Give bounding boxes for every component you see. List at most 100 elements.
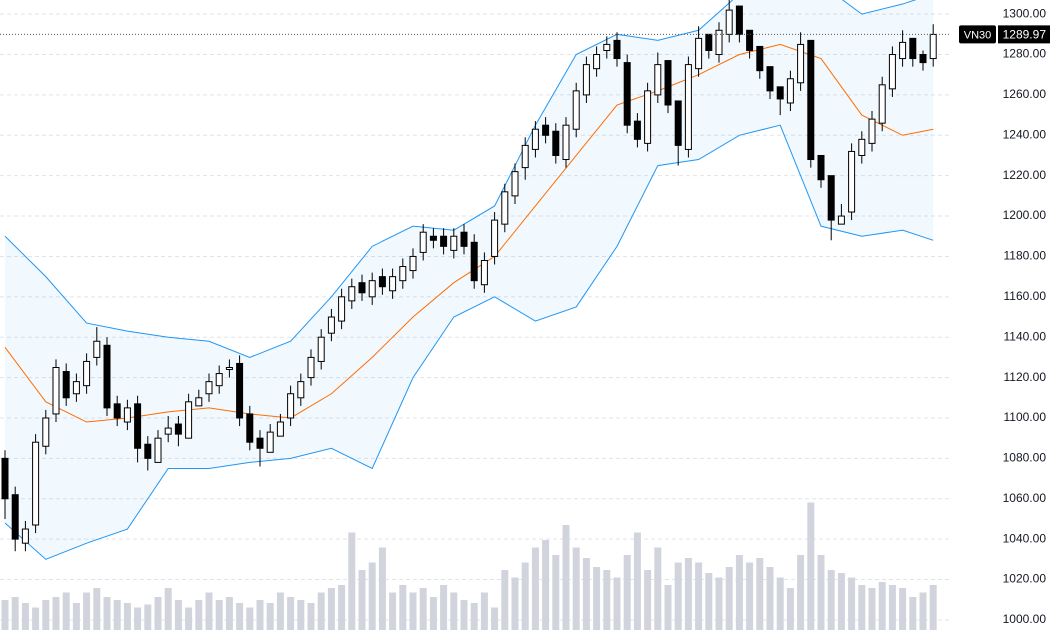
candle-body <box>378 276 386 288</box>
candle-body <box>837 215 845 225</box>
volume-bar <box>11 597 19 630</box>
volume-bar <box>674 562 682 630</box>
candle-body <box>827 175 835 221</box>
candle-body <box>276 421 284 437</box>
candle-body <box>735 5 743 35</box>
candle-body <box>582 64 590 96</box>
candle-body <box>164 427 172 435</box>
candle-body <box>480 259 488 286</box>
candle-body <box>358 282 366 294</box>
candle-body <box>225 367 233 371</box>
volume-bar <box>715 577 723 630</box>
candle-body <box>603 43 611 51</box>
volume-bar <box>705 573 713 630</box>
volume-bar <box>531 547 539 630</box>
volume-bar <box>817 555 825 630</box>
candle-body <box>521 144 529 169</box>
volume-bar <box>450 592 458 630</box>
candle-body <box>368 280 376 298</box>
volume-bar <box>664 585 672 630</box>
candle-body <box>185 401 193 439</box>
volume-bar <box>786 588 794 630</box>
candle-body <box>776 86 784 100</box>
candle-body <box>491 219 499 257</box>
volume-bar <box>93 588 101 630</box>
volume-bar <box>888 585 896 630</box>
candle-body <box>348 286 356 302</box>
candle-body <box>919 54 927 64</box>
candle-body <box>644 90 652 144</box>
volume-bar <box>287 597 295 630</box>
candle-body <box>797 43 805 84</box>
volume-bar <box>42 600 50 630</box>
volume-bar <box>684 558 692 630</box>
candle-body <box>623 62 631 126</box>
volume-bar <box>399 585 407 630</box>
price-axis: 1000.00 1020.00 1040.00 1060.00 1080.00 1100.… <box>959 6 1050 626</box>
candle-body <box>593 54 601 70</box>
volume-bar <box>429 597 437 630</box>
candle-body <box>460 231 468 247</box>
volume-bar <box>521 562 529 630</box>
candle-layer <box>0 0 950 552</box>
volume-bar <box>756 558 764 630</box>
candle-body <box>246 413 254 443</box>
volume-bar <box>32 607 40 630</box>
candle-body <box>297 381 305 399</box>
volume-bar <box>572 547 580 630</box>
candle-body <box>205 381 213 395</box>
y-tick-label: 1020.00 <box>1003 572 1047 586</box>
volume-bar <box>164 588 172 630</box>
volume-bar <box>378 547 386 630</box>
candle-body <box>470 241 478 282</box>
volume-bar <box>338 585 346 630</box>
candle-body <box>695 37 703 70</box>
y-tick-label: 1280.00 <box>1003 47 1047 61</box>
volume-bar <box>83 592 91 630</box>
candle-body <box>1 457 9 500</box>
band-layer <box>4 0 934 560</box>
y-tick-label: 1060.00 <box>1003 491 1047 505</box>
volume-bar <box>470 603 478 630</box>
candle-body <box>817 154 825 181</box>
candle-body <box>654 64 662 96</box>
volume-bar <box>623 555 631 630</box>
volume-bar <box>195 600 203 630</box>
volume-bar <box>215 600 223 630</box>
volume-bar <box>613 577 621 630</box>
volume-bar <box>368 562 376 630</box>
candle-body <box>11 494 19 540</box>
candle-body <box>684 64 692 150</box>
volume-bar <box>480 592 488 630</box>
volume-bar <box>654 547 662 630</box>
y-tick-label: 1120.00 <box>1004 370 1047 384</box>
candle-body <box>93 340 101 358</box>
volume-bar <box>307 603 315 630</box>
candle-body <box>52 367 60 415</box>
volume-bar <box>174 600 182 630</box>
candle-body <box>399 266 407 282</box>
volume-bar <box>154 597 162 630</box>
volume-bar <box>246 607 254 630</box>
candle-body <box>766 66 774 92</box>
candle-body <box>613 39 621 60</box>
volume-bar <box>858 585 866 630</box>
volume-bar <box>735 555 743 630</box>
candle-body <box>215 373 223 387</box>
volume-bar <box>62 592 70 630</box>
volume-bar <box>899 588 907 630</box>
volume-bar <box>348 532 356 630</box>
candle-body <box>705 33 713 51</box>
volume-bar <box>582 558 590 630</box>
volume-bar <box>225 597 233 630</box>
candle-body <box>909 37 917 60</box>
volume-bar <box>695 562 703 630</box>
candle-body <box>236 362 244 419</box>
candle-body <box>756 45 764 72</box>
volume-bar <box>460 600 468 630</box>
candle-body <box>113 403 121 419</box>
volume-bar <box>491 607 499 630</box>
volume-bar <box>419 588 427 630</box>
candle-body <box>72 381 80 395</box>
